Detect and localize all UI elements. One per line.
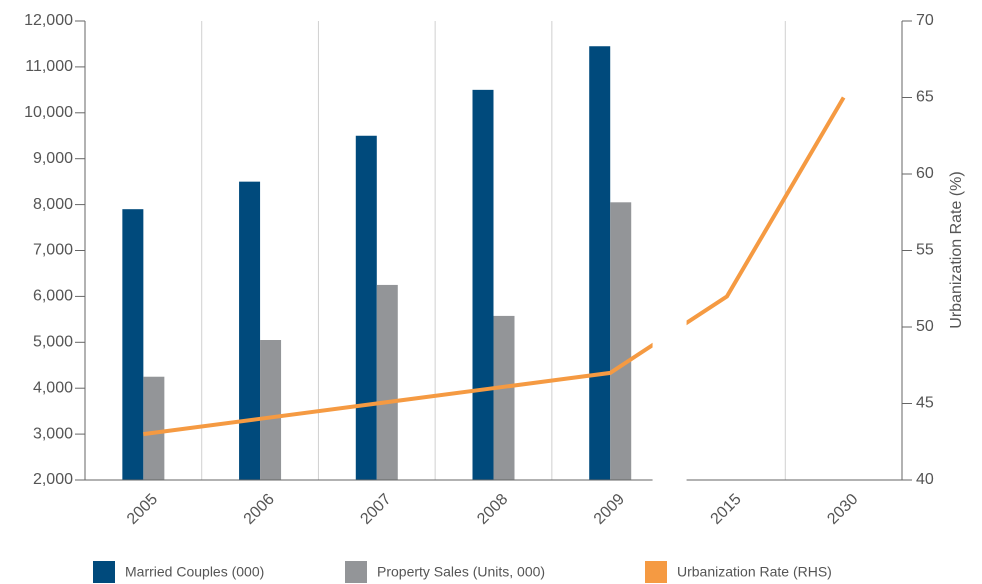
y-tick-label: 4,000 — [33, 379, 73, 396]
y-tick-label: 2,000 — [33, 471, 73, 488]
bar — [493, 315, 515, 480]
bar — [472, 89, 494, 480]
y-tick-label: 6,000 — [33, 288, 73, 305]
x-tick-label: 2005 — [124, 491, 161, 528]
y-tick-label: 3,000 — [33, 425, 73, 442]
bar — [589, 46, 611, 481]
bar — [610, 202, 632, 480]
bar — [260, 340, 282, 480]
x-tick-label: 2030 — [824, 491, 861, 528]
x-tick-label: 2007 — [357, 491, 394, 528]
legend-label: Married Couples (000) — [125, 564, 264, 580]
bar — [122, 209, 144, 480]
y-tick-label: 8,000 — [33, 196, 73, 213]
y-tick-label: 7,000 — [33, 242, 73, 259]
y2-tick-label: 70 — [916, 12, 934, 29]
bar — [239, 181, 261, 480]
y2-tick-label: 40 — [916, 471, 934, 488]
line — [143, 96, 846, 437]
bar — [376, 284, 398, 480]
x-tick-label: 2008 — [474, 491, 511, 528]
legend-label: Property Sales (Units, 000) — [377, 564, 545, 580]
y2-tick-label: 65 — [916, 89, 934, 106]
bar — [355, 135, 377, 480]
y2-tick-label: 50 — [916, 318, 934, 335]
legend-swatch — [93, 561, 115, 583]
y2-axis-label: Urbanization Rate (%) — [948, 171, 965, 328]
legend-swatch — [345, 561, 367, 583]
x-tick-label: 2009 — [591, 491, 628, 528]
x-tick-label: 2006 — [241, 491, 278, 528]
y2-tick-label: 45 — [916, 395, 934, 412]
legend: Married Couples (000) Property Sales (Uni… — [93, 561, 832, 583]
bar — [143, 376, 165, 480]
legend-swatch — [645, 561, 667, 583]
y-tick-label: 5,000 — [33, 334, 73, 351]
y2-tick-label: 60 — [916, 165, 934, 182]
y-tick-label: 9,000 — [33, 150, 73, 167]
y-tick-label: 11,000 — [25, 58, 73, 75]
axis-break — [652, 16, 687, 505]
y2-tick-label: 55 — [916, 242, 934, 259]
x-tick-label: 2015 — [708, 491, 745, 528]
legend-label: Urbanization Rate (RHS) — [677, 564, 832, 580]
y-tick-label: 12,000 — [24, 12, 73, 29]
y-tick-label: 10,000 — [24, 104, 73, 121]
